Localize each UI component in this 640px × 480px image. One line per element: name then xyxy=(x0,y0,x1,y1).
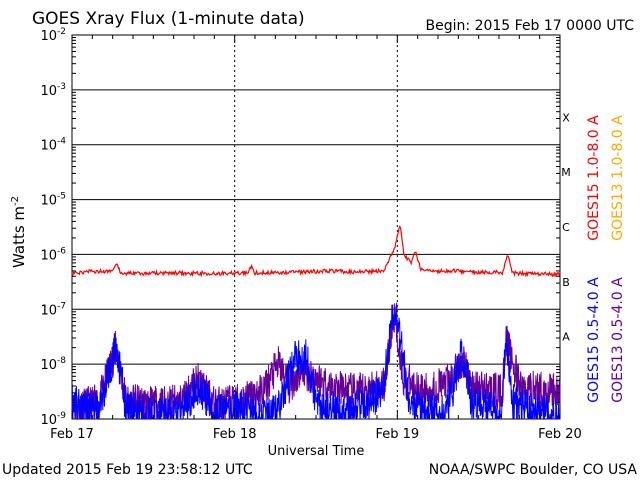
legend-entry: GOES13 0.5-4.0 A xyxy=(610,277,626,403)
y-tick-label: 10-6 xyxy=(40,246,66,263)
flare-class-a: A xyxy=(562,331,570,344)
y-tick-label: 10-9 xyxy=(40,411,66,428)
x-axis-ticks: Feb 17 Feb 18 Feb 19 Feb 20 xyxy=(50,35,582,442)
x-tick-label: Feb 17 xyxy=(50,427,94,442)
y-tick-label: 10-7 xyxy=(40,301,66,318)
legend-entry: GOES15 1.0-8.0 A xyxy=(586,115,602,241)
flare-class-c: C xyxy=(562,221,570,234)
y-tick-exponent: -3 xyxy=(57,82,66,92)
y-tick-exponent: -7 xyxy=(57,301,66,311)
y-axis-label-exp: -2 xyxy=(10,196,21,206)
y-tick-exponent: -8 xyxy=(57,356,66,366)
y-tick-mantissa: 10 xyxy=(40,29,57,44)
legend: GOES15 1.0-8.0 A GOES13 1.0-8.0 A GOES15 0… xyxy=(586,115,626,403)
x-tick-label: Feb 19 xyxy=(375,427,419,442)
grid xyxy=(72,35,560,419)
y-tick-label: 10-8 xyxy=(40,356,66,373)
y-tick-label: 10-5 xyxy=(40,192,66,209)
y-tick-mantissa: 10 xyxy=(40,84,57,99)
y-tick-mantissa: 10 xyxy=(40,303,57,318)
updated-text: Updated 2015 Feb 19 23:58:12 UTC xyxy=(2,462,253,478)
source-text: NOAA/SWPC Boulder, CO USA xyxy=(429,462,638,478)
flare-class-labels: X M C B A xyxy=(561,111,571,343)
y-tick-label: 10-3 xyxy=(40,82,66,99)
y-tick-exponent: -2 xyxy=(57,27,66,37)
y-axis-label: Watts m-2 xyxy=(10,196,28,268)
flare-class-b: B xyxy=(562,276,570,289)
x-axis-label: Universal Time xyxy=(268,444,365,459)
y-axis-ticks: 10-210-310-410-510-610-710-810-9 xyxy=(40,27,560,428)
x-tick-label: Feb 18 xyxy=(213,427,257,442)
y-tick-exponent: -9 xyxy=(57,411,66,421)
y-tick-mantissa: 10 xyxy=(40,194,57,209)
y-tick-label: 10-2 xyxy=(40,27,66,44)
flare-class-m: M xyxy=(561,166,571,179)
chart-title: GOES Xray Flux (1-minute data) xyxy=(32,9,305,29)
y-tick-mantissa: 10 xyxy=(40,248,57,263)
y-tick-exponent: -6 xyxy=(57,246,66,256)
series-line-goes15-1-0-8-0-a xyxy=(71,225,561,279)
y-tick-exponent: -4 xyxy=(57,137,66,147)
y-tick-mantissa: 10 xyxy=(40,413,57,428)
y-tick-mantissa: 10 xyxy=(40,139,57,154)
legend-entry: GOES13 1.0-8.0 A xyxy=(610,115,626,241)
y-tick-exponent: -5 xyxy=(57,192,66,202)
x-tick-label: Feb 20 xyxy=(538,427,582,442)
y-tick-label: 10-4 xyxy=(40,137,66,154)
plot-area xyxy=(71,34,561,420)
y-tick-mantissa: 10 xyxy=(40,358,57,373)
y-axis-label-text: Watts m xyxy=(10,206,28,268)
flare-class-x: X xyxy=(562,111,570,124)
begin-label: Begin: 2015 Feb 17 0000 UTC xyxy=(426,18,635,34)
legend-entry: GOES15 0.5-4.0 A xyxy=(586,277,602,403)
